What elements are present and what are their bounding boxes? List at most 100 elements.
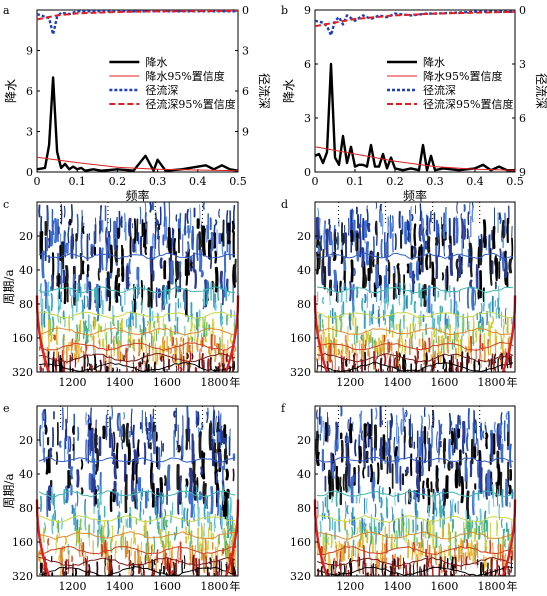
contour-stroke: [75, 528, 78, 547]
contour-stroke: [352, 299, 355, 318]
contour-stroke: [43, 310, 46, 328]
contour-stroke: [332, 453, 335, 464]
contour-stroke: [361, 533, 364, 549]
contour-stroke: [375, 550, 378, 562]
contour-stroke: [148, 320, 152, 332]
contour-stroke: [353, 352, 356, 369]
y-tick-label: 6: [304, 58, 311, 71]
contour-stroke: [458, 290, 461, 303]
y-axis-label: 周期/a: [2, 473, 16, 508]
plot-frame: [314, 201, 516, 373]
x-tick-label: 0.1: [346, 175, 364, 188]
contour-stroke: [233, 548, 237, 569]
contour-stroke: [491, 316, 495, 324]
contour-stroke: [99, 338, 101, 350]
contour-stroke: [200, 270, 204, 278]
contour-stroke: [368, 250, 373, 274]
contour-stroke: [51, 316, 55, 332]
contour-stroke: [70, 341, 73, 350]
contour-stroke: [189, 467, 193, 493]
contour-stroke: [438, 442, 441, 456]
contour-stroke: [114, 289, 116, 301]
contour-stroke: [463, 225, 467, 240]
series-line-4: [314, 10, 516, 28]
contour-stroke: [405, 409, 408, 418]
contour-stroke: [132, 339, 136, 352]
contour-stroke: [447, 522, 450, 535]
contour-stroke: [202, 202, 205, 210]
contour-stroke: [202, 481, 205, 505]
legend-label: 径流深95%置信度: [423, 97, 513, 111]
contour-stroke: [489, 260, 493, 286]
contour-stroke: [356, 334, 359, 344]
contour-stroke: [374, 220, 378, 236]
y-right-tick-label: 6: [519, 112, 526, 125]
series-line-4: [36, 9, 239, 21]
contour-stroke: [336, 232, 340, 250]
contour-stroke: [142, 563, 145, 576]
contour-stroke: [402, 314, 405, 323]
y-tick-label: 3: [304, 112, 311, 125]
contour-stroke: [387, 437, 391, 457]
contour-stroke: [73, 352, 76, 359]
legend-label: 降水95%置信度: [423, 69, 502, 83]
contour-stroke: [465, 433, 469, 452]
contour-stroke: [391, 506, 394, 523]
contour-stroke: [447, 315, 449, 330]
contour-stroke: [181, 336, 183, 342]
contour-stroke: [346, 455, 350, 466]
contour-stroke: [127, 217, 132, 237]
contour-stroke: [167, 464, 171, 491]
contour-stroke: [406, 326, 409, 339]
contour-stroke: [109, 561, 113, 570]
contour-stroke: [435, 478, 440, 492]
contour-stroke: [105, 331, 108, 347]
panel-label: d: [281, 198, 288, 211]
series-line-2: [36, 156, 239, 172]
contour-stroke: [481, 430, 485, 439]
contour-stroke: [187, 248, 190, 276]
contour-stroke: [432, 492, 436, 504]
contour-stroke: [192, 563, 195, 576]
contour-stroke: [176, 440, 178, 451]
contour-stroke: [404, 282, 407, 292]
contour-stroke: [96, 484, 100, 492]
contour-stroke: [63, 205, 66, 218]
contour-stroke: [315, 451, 320, 467]
contour-stroke: [342, 473, 345, 491]
contour-stroke: [78, 542, 81, 558]
contour-stroke: [105, 244, 108, 272]
contour-stroke: [45, 458, 49, 475]
contour-stroke: [139, 206, 142, 225]
contour-stroke: [46, 281, 50, 297]
contour-stroke: [181, 434, 184, 457]
contour-stroke: [85, 344, 88, 352]
contour-stroke: [128, 430, 132, 438]
x-unit-label: 年: [506, 579, 517, 593]
contour-stroke: [397, 558, 400, 570]
contour-stroke: [326, 361, 329, 370]
x-tick-label: 1600: [153, 376, 181, 389]
contour-line: [316, 361, 514, 373]
contour-stroke: [431, 261, 435, 286]
contour-stroke: [143, 442, 147, 465]
contour-line: [316, 531, 514, 540]
contour-stroke: [381, 420, 384, 426]
contour-stroke: [112, 452, 117, 465]
y-right-tick-label: 9: [519, 166, 526, 179]
contour-stroke: [413, 561, 415, 575]
contour-line: [38, 515, 236, 523]
contour-stroke: [432, 531, 435, 550]
contour-stroke: [55, 451, 59, 465]
contour-stroke: [133, 218, 137, 244]
contour-stroke: [331, 495, 334, 503]
contour-stroke: [154, 212, 157, 233]
contour-stroke: [186, 508, 189, 527]
contour-stroke: [133, 449, 137, 475]
contour-stroke: [54, 218, 58, 244]
contour-stroke: [409, 283, 411, 292]
x-tick-label: 1600: [153, 580, 181, 593]
contour-stroke: [220, 283, 222, 289]
contour-stroke: [123, 411, 126, 420]
contour-stroke: [233, 523, 236, 536]
